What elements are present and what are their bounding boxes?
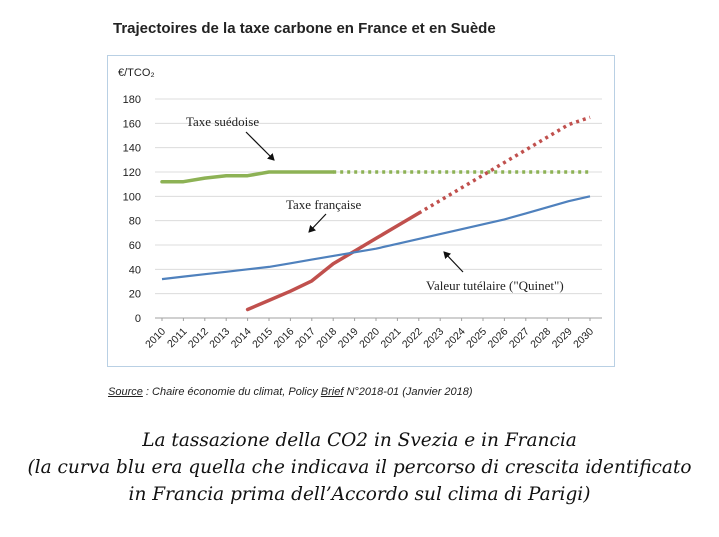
- annotations: Taxe suédoise Taxe française Valeur tuté…: [186, 114, 564, 293]
- x-tick-label: 2029: [550, 326, 575, 351]
- annotation-quinet: Valeur tutélaire ("Quinet"): [426, 278, 564, 293]
- series-line-valeur-tutelaire: [161, 195, 591, 281]
- x-tick-label: 2018: [314, 326, 339, 351]
- source-text-after: N°2018-01 (Janvier 2018): [343, 386, 473, 398]
- plot-frame: [107, 55, 615, 367]
- y-tick-label: 140: [123, 143, 141, 155]
- source-brief: Brief: [320, 386, 344, 398]
- y-tick-label: 180: [123, 94, 141, 106]
- y-tick-label: 0: [135, 313, 141, 325]
- y-tick-label: 80: [129, 216, 141, 228]
- caption: La tassazione della CO2 in Svezia e in F…: [0, 427, 719, 508]
- x-tick-label: 2010: [143, 326, 168, 351]
- y-tick-label: 60: [129, 240, 141, 252]
- x-tick-label: 2024: [443, 326, 468, 351]
- x-tick-label: 2019: [336, 326, 361, 351]
- series-line-taxe-suedoise: [160, 170, 335, 184]
- source-note: Source : Chaire économie du climat, Poli…: [108, 386, 473, 398]
- x-tick-label: 2016: [272, 326, 297, 351]
- annotation-taxe-suedoise: Taxe suédoise: [186, 114, 259, 129]
- y-tick-label: 20: [129, 289, 141, 301]
- y-tick-label: 160: [123, 118, 141, 130]
- x-tick-label: 2011: [165, 326, 190, 351]
- series-line-taxe-francaise: [245, 211, 421, 312]
- arrow-quinet: [443, 251, 464, 273]
- x-tick-label: 2014: [229, 326, 254, 351]
- x-tick-label: 2017: [293, 326, 318, 351]
- y-tick-label: 120: [123, 167, 141, 179]
- y-axis-label: €/TCO₂: [118, 67, 155, 79]
- x-tick-label: 2020: [357, 326, 382, 351]
- x-axis-ticks: 2010201120122013201420152016201720182019…: [143, 318, 596, 351]
- x-tick-label: 2013: [207, 326, 232, 351]
- y-tick-label: 40: [129, 264, 141, 276]
- x-tick-label: 2021: [379, 326, 404, 351]
- series-projection-taxe-francaise: [417, 115, 591, 215]
- chart-title: Trajectoires de la taxe carbone en Franc…: [113, 20, 496, 37]
- x-tick-label: 2028: [528, 326, 553, 351]
- x-tick-label: 2023: [421, 326, 446, 351]
- y-tick-label: 100: [123, 191, 141, 203]
- annotation-taxe-francaise: Taxe française: [286, 197, 361, 212]
- source-text-before: : Chaire économie du climat, Policy: [142, 386, 321, 398]
- arrow-taxe-francaise: [308, 213, 327, 233]
- arrow-taxe-suedoise: [245, 131, 275, 161]
- y-axis-ticks: 0 20 40 60 80 100 120 140 160 180: [123, 94, 141, 325]
- x-tick-label: 2030: [571, 326, 596, 351]
- x-tick-label: 2025: [464, 326, 489, 351]
- x-tick-label: 2022: [400, 326, 425, 351]
- caption-line-2: (la curva blu era quella che indicava il…: [27, 457, 692, 478]
- caption-line-1: La tassazione della CO2 in Svezia e in F…: [142, 430, 577, 451]
- series-group: [160, 115, 591, 312]
- x-tick-label: 2015: [250, 326, 275, 351]
- x-tick-label: 2026: [486, 326, 511, 351]
- caption-line-3: in Francia prima dell’Accordo sul clima …: [128, 484, 591, 505]
- source-label: Source: [108, 386, 143, 398]
- x-tick-label: 2027: [507, 326, 532, 351]
- x-tick-label: 2012: [186, 326, 211, 351]
